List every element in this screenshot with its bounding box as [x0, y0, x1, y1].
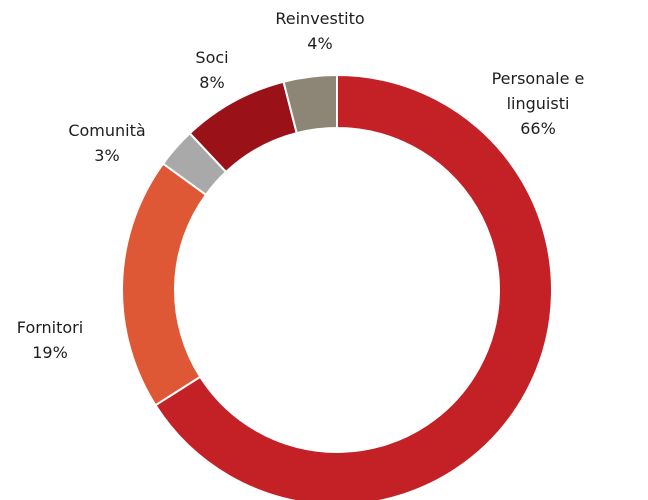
value-label: 66%	[520, 119, 556, 138]
segment-label: Fornitori 19%	[17, 315, 83, 365]
segment-label: Personale e linguisti 66%	[483, 66, 593, 141]
segment-label: Comunità 3%	[68, 118, 145, 168]
donut-segment	[154, 73, 553, 500]
category-name: Fornitori	[16, 318, 84, 337]
value-label: 8%	[199, 73, 225, 92]
donut-segment	[121, 162, 208, 407]
category-name: Soci	[195, 48, 229, 67]
value-label: 4%	[307, 34, 333, 53]
value-label: 19%	[32, 343, 68, 362]
category-name: Reinvestito	[275, 9, 365, 28]
donut-segment	[282, 73, 338, 135]
segment-label: Soci 8%	[195, 45, 228, 95]
segment-label: Reinvestito 4%	[275, 6, 364, 56]
category-name: Comunità	[68, 121, 146, 140]
value-label: 3%	[94, 146, 120, 165]
category-name: Personale e linguisti	[491, 69, 585, 113]
